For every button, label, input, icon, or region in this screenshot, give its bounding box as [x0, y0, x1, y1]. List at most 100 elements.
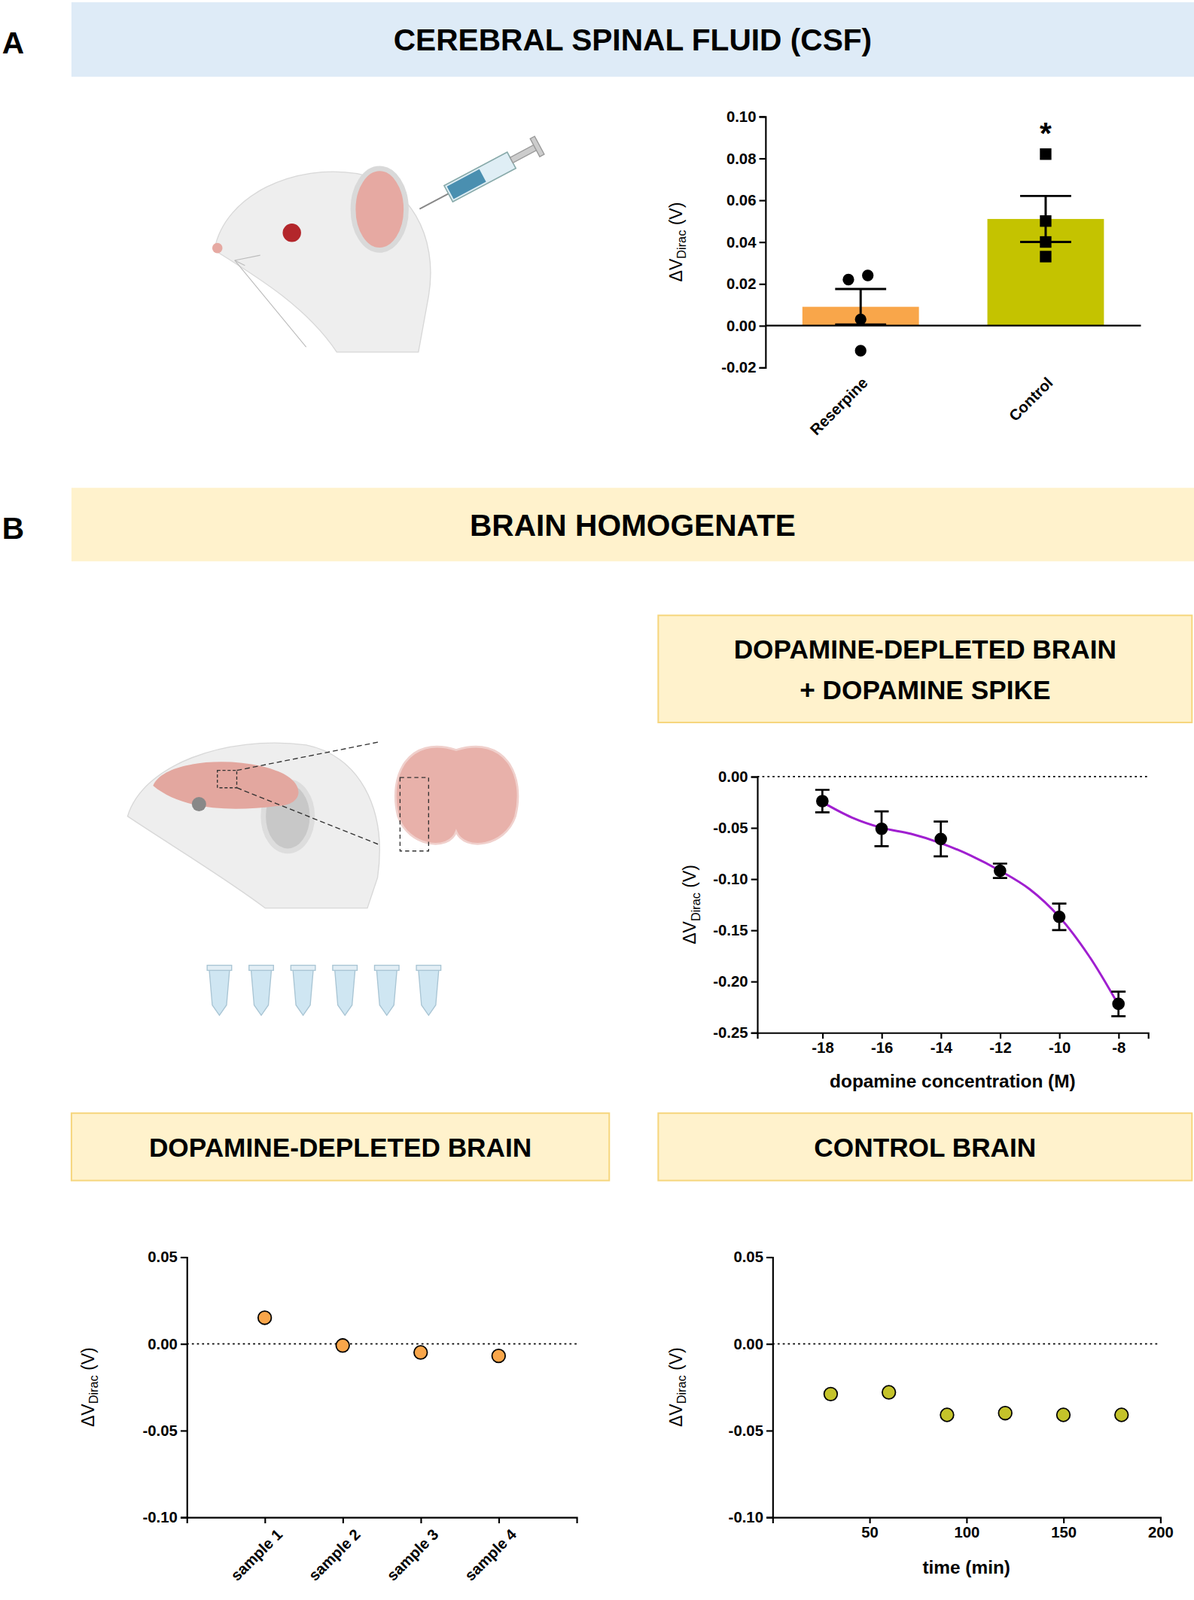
tick-mark: [881, 1032, 884, 1039]
tick-label: 0.00: [147, 1336, 178, 1353]
tick: 100: [953, 1517, 980, 1542]
sample-tube: [250, 969, 272, 1016]
plot-area: [802, 149, 1105, 357]
axis-line: [758, 1033, 1149, 1039]
tick: -0.20: [712, 973, 758, 990]
y-axis-title: ΔVDirac (V): [78, 1347, 101, 1428]
error-bar-cap: [1052, 929, 1067, 933]
tick: -0.02: [721, 359, 766, 376]
sample-tube-cap: [207, 965, 232, 972]
tick-mark: [751, 827, 758, 829]
whisker: [234, 255, 261, 261]
sample-tube: [209, 969, 230, 1016]
tick: 0.00: [718, 768, 758, 786]
data-point: [1053, 911, 1066, 923]
tick: 200: [1148, 1517, 1174, 1542]
reference-line: [757, 776, 1149, 778]
subpanel-title: DOPAMINE-DEPLETED BRAIN: [149, 1133, 532, 1163]
data-point: [843, 274, 854, 286]
category-label: Control: [1005, 374, 1057, 425]
tick-mark: [965, 1517, 968, 1524]
data-point: [1114, 1408, 1129, 1423]
tick-label: -12: [989, 1039, 1012, 1057]
tick: sample 2: [305, 1517, 364, 1585]
panel-label: A: [2, 25, 25, 61]
error-bar-cap: [933, 855, 948, 859]
data-point: [935, 833, 947, 845]
error-bar-cap: [1052, 902, 1067, 905]
mouse-ear: [353, 168, 406, 250]
subpanel-title-box: [657, 1113, 1192, 1181]
data-point: [855, 345, 866, 357]
tick-label: -10: [1048, 1039, 1071, 1057]
illustration-mouse-injection: [212, 136, 545, 353]
sample-tube: [292, 969, 314, 1016]
tick: 0.10: [726, 108, 766, 125]
tick-mark: [759, 325, 766, 327]
data-point: [414, 1346, 428, 1360]
mouse-eye: [282, 223, 301, 242]
tick-mark: [999, 1032, 1002, 1039]
region-box: [399, 777, 429, 852]
fit-curve: [822, 802, 1118, 1006]
sample-tube-cap: [290, 965, 316, 972]
error-bar: [1020, 195, 1072, 242]
error-bar-cap: [815, 811, 830, 814]
tick: 50: [861, 1517, 879, 1542]
tick-mark: [1059, 1032, 1061, 1039]
sample-tube-cap: [374, 965, 400, 972]
tick: -0.05: [728, 1422, 774, 1440]
whisker: [234, 260, 246, 266]
x-axis-title: dopamine concentration (M): [829, 1071, 1076, 1092]
tick-label: -0.10: [712, 871, 748, 888]
tick-mark: [342, 1517, 345, 1524]
y-axis-title: ΔVDirac (V): [679, 865, 702, 945]
tick-label: 200: [1148, 1524, 1174, 1542]
error-bar-cap: [992, 862, 1008, 866]
tick-mark: [180, 1517, 187, 1520]
data-point: [994, 865, 1006, 878]
tick-label: 0.10: [726, 108, 757, 125]
data-point: [882, 1385, 896, 1400]
tick-mark: [759, 158, 766, 160]
data-point: [998, 1407, 1012, 1421]
subpanel-title: + DOPAMINE SPIKE: [799, 675, 1051, 705]
tick-mark: [759, 115, 766, 118]
mouse-nose: [212, 243, 223, 254]
figure: ACEREBRAL SPINAL FLUID (CSF)BBRAIN HOMOG…: [0, 0, 1194, 1600]
data-point: [876, 823, 888, 835]
tick-mark: [766, 1517, 773, 1520]
panel-title: CEREBRAL SPINAL FLUID (CSF): [393, 22, 872, 58]
axis-line: [773, 1518, 1161, 1524]
data-point: [258, 1311, 272, 1325]
error-bar-cap: [1111, 1015, 1126, 1018]
y-axis: -0.10-0.050.000.05: [728, 1248, 774, 1527]
axis-line: [766, 1257, 774, 1519]
panel-header-bar: [71, 487, 1194, 562]
tick-mark: [759, 283, 766, 286]
tick-mark: [822, 1032, 824, 1039]
tick-mark: [1160, 1517, 1162, 1524]
data-point: [862, 270, 874, 281]
tick-label: -14: [930, 1039, 954, 1057]
tick: -0.10: [728, 1509, 774, 1527]
error-bar-cap: [815, 788, 830, 792]
tick: 0.05: [147, 1248, 187, 1266]
zoom-line: [236, 742, 380, 771]
tick-mark: [180, 1430, 187, 1432]
error-bar-cap: [992, 877, 1008, 880]
tick-label: 0.00: [718, 768, 749, 786]
axis-line: [187, 1518, 578, 1524]
y-axis: -0.020.000.020.040.060.080.10: [721, 108, 766, 376]
data-point: [492, 1349, 506, 1364]
syringe-barrel: [444, 152, 516, 202]
syringe: [414, 136, 545, 219]
data-point: [1040, 216, 1051, 227]
tick-label: 0.05: [147, 1248, 178, 1266]
tick-mark: [751, 930, 758, 933]
figure-canvas: ACEREBRAL SPINAL FLUID (CSF)BBRAIN HOMOG…: [0, 0, 1194, 1600]
axis-line: [180, 1257, 188, 1519]
tick-label: sample 1: [227, 1526, 286, 1584]
reference-line: [186, 1343, 577, 1346]
whisker: [234, 260, 307, 348]
